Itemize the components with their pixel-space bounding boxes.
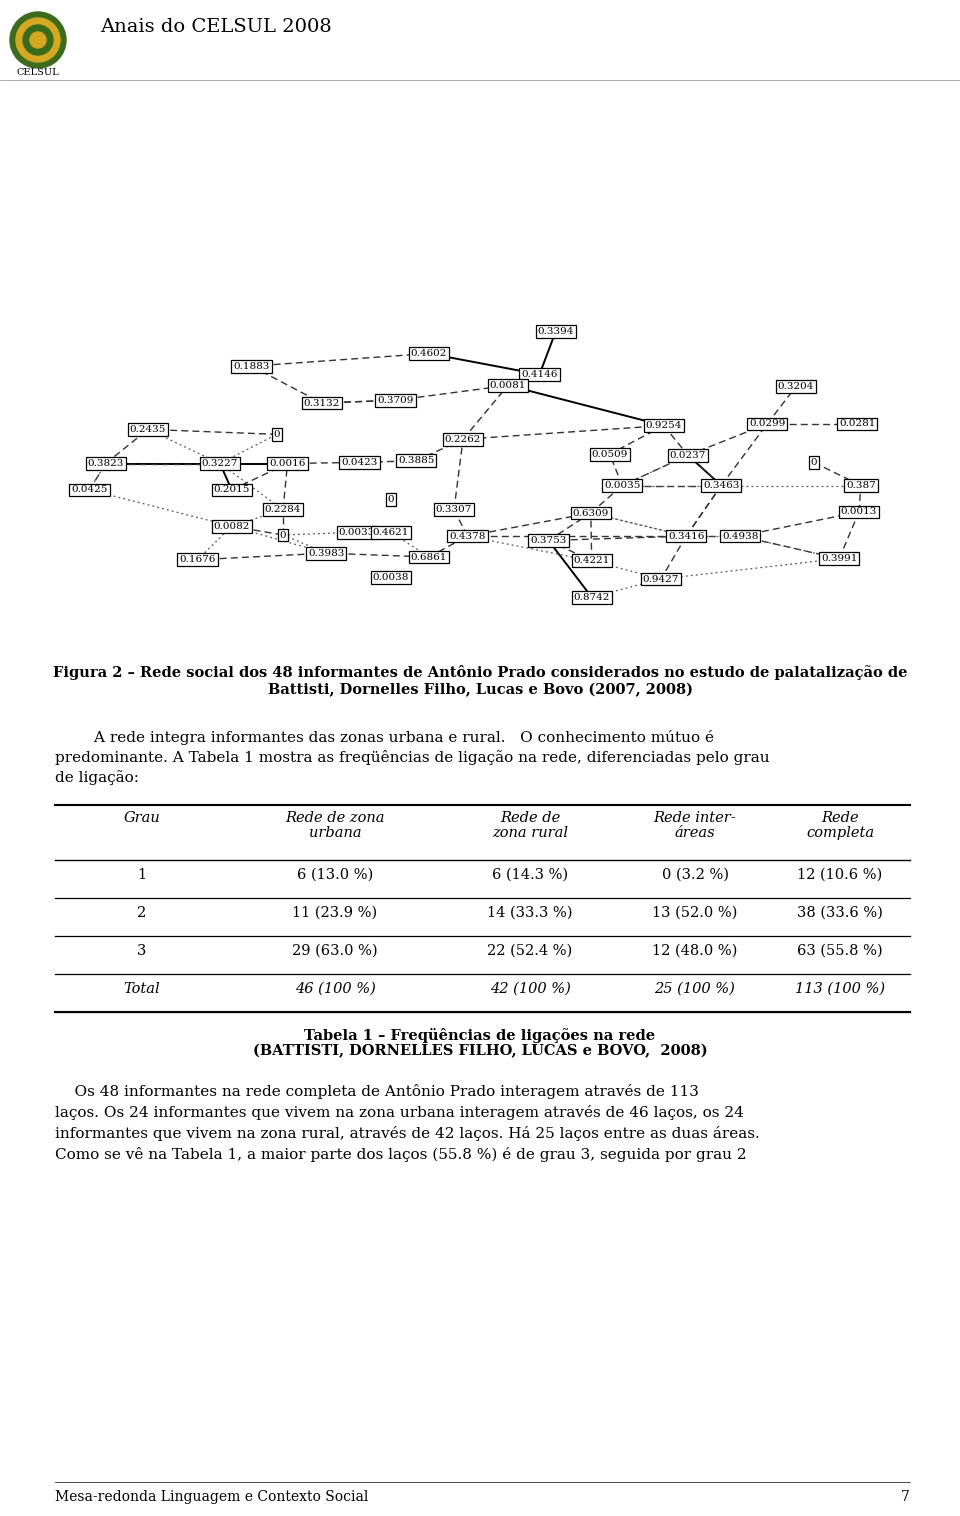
Text: (BATTISTI, DORNELLES FILHO, LUCAS e BOVO,  2008): (BATTISTI, DORNELLES FILHO, LUCAS e BOVO…: [252, 1045, 708, 1058]
Circle shape: [30, 32, 46, 49]
Text: 0.0299: 0.0299: [749, 420, 785, 429]
Text: 63 (55.8 %): 63 (55.8 %): [797, 944, 883, 958]
Text: A rede integra informantes das zonas urbana e rural.   O conhecimento mútuo é: A rede integra informantes das zonas urb…: [55, 731, 714, 744]
Text: 22 (52.4 %): 22 (52.4 %): [488, 944, 572, 958]
Text: 0.0509: 0.0509: [591, 450, 628, 459]
Circle shape: [16, 18, 60, 62]
Text: 46 (100 %): 46 (100 %): [295, 982, 375, 996]
Text: 0.9427: 0.9427: [643, 575, 679, 584]
Text: 0.3307: 0.3307: [436, 505, 472, 514]
Text: Rede de zona: Rede de zona: [285, 811, 385, 825]
Text: áreas: áreas: [675, 826, 715, 840]
Text: 13 (52.0 %): 13 (52.0 %): [652, 907, 737, 920]
Text: 0.2262: 0.2262: [444, 435, 481, 444]
Text: Mesa-redonda Linguagem e Contexto Social: Mesa-redonda Linguagem e Contexto Social: [55, 1490, 369, 1504]
Text: laços. Os 24 informantes que vivem na zona urbana interagem através de 46 laços,: laços. Os 24 informantes que vivem na zo…: [55, 1105, 744, 1120]
Text: 6 (13.0 %): 6 (13.0 %): [297, 869, 373, 882]
Text: 0: 0: [279, 531, 286, 540]
Text: 0.4221: 0.4221: [573, 556, 610, 565]
Text: 0.0423: 0.0423: [342, 458, 377, 467]
Text: 0.1883: 0.1883: [233, 362, 270, 370]
Text: 0.3991: 0.3991: [821, 555, 857, 562]
Text: Figura 2 – Rede social dos 48 informantes de Antônio Prado considerados no estud: Figura 2 – Rede social dos 48 informante…: [53, 666, 907, 681]
Text: Rede inter-: Rede inter-: [654, 811, 736, 825]
Text: 0.3204: 0.3204: [778, 382, 814, 391]
Text: 0 (3.2 %): 0 (3.2 %): [661, 869, 729, 882]
Text: 29 (63.0 %): 29 (63.0 %): [292, 944, 378, 958]
Text: 0.3885: 0.3885: [398, 456, 434, 465]
Text: 0.8742: 0.8742: [573, 593, 610, 602]
Text: 3: 3: [137, 944, 147, 958]
Text: Como se vê na Tabela 1, a maior parte dos laços (55.8 %) é de grau 3, seguida po: Como se vê na Tabela 1, a maior parte do…: [55, 1148, 747, 1163]
Text: urbana: urbana: [309, 826, 361, 840]
Text: 0.0281: 0.0281: [839, 420, 876, 429]
Text: Tabela 1 – Freqüências de ligações na rede: Tabela 1 – Freqüências de ligações na re…: [304, 1028, 656, 1043]
Text: 0.387: 0.387: [846, 481, 876, 490]
Text: 0.0013: 0.0013: [841, 508, 877, 517]
Text: 0.4146: 0.4146: [521, 370, 558, 379]
Text: 0.3132: 0.3132: [303, 399, 340, 408]
Text: 0.0237: 0.0237: [670, 450, 707, 459]
Text: 0: 0: [274, 431, 280, 438]
Text: 0.0038: 0.0038: [372, 573, 409, 582]
Text: 6 (14.3 %): 6 (14.3 %): [492, 869, 568, 882]
Text: Rede de: Rede de: [500, 811, 560, 825]
Text: 0: 0: [388, 496, 395, 505]
Text: Total: Total: [124, 982, 160, 996]
Text: 0.1676: 0.1676: [180, 555, 216, 564]
Text: 0.0035: 0.0035: [604, 481, 640, 490]
Text: 0.0425: 0.0425: [71, 485, 108, 494]
Text: 0.4621: 0.4621: [372, 528, 409, 537]
Text: 1: 1: [137, 869, 147, 882]
Text: 0.4938: 0.4938: [722, 532, 758, 541]
Text: 0.6861: 0.6861: [411, 552, 447, 561]
Text: 0.4378: 0.4378: [449, 532, 486, 541]
Text: 0.0016: 0.0016: [270, 459, 305, 468]
Text: Os 48 informantes na rede completa de Antônio Prado interagem através de 113: Os 48 informantes na rede completa de An…: [55, 1084, 699, 1099]
Text: 12 (48.0 %): 12 (48.0 %): [652, 944, 737, 958]
Text: Rede: Rede: [821, 811, 859, 825]
Text: 0.4602: 0.4602: [411, 349, 447, 358]
Text: completa: completa: [806, 826, 874, 840]
Text: 0.6309: 0.6309: [572, 508, 609, 517]
Text: 113 (100 %): 113 (100 %): [795, 982, 885, 996]
Text: Grau: Grau: [124, 811, 160, 825]
Text: zona rural: zona rural: [492, 826, 568, 840]
Text: informantes que vivem na zona rural, através de 42 laços. Há 25 laços entre as d: informantes que vivem na zona rural, atr…: [55, 1126, 759, 1142]
Text: 0.0081: 0.0081: [490, 381, 526, 390]
Text: 0.3823: 0.3823: [87, 459, 124, 468]
Text: 0.2435: 0.2435: [130, 424, 166, 434]
Text: 0: 0: [810, 458, 817, 467]
Circle shape: [23, 24, 53, 55]
Text: 42 (100 %): 42 (100 %): [490, 982, 570, 996]
Text: Battisti, Dornelles Filho, Lucas e Bovo (2007, 2008): Battisti, Dornelles Filho, Lucas e Bovo …: [268, 684, 692, 697]
Text: 14 (33.3 %): 14 (33.3 %): [488, 907, 573, 920]
Text: 12 (10.6 %): 12 (10.6 %): [798, 869, 882, 882]
Text: 0.0082: 0.0082: [213, 522, 250, 531]
Text: 0.3753: 0.3753: [530, 537, 566, 544]
Text: 0.3416: 0.3416: [668, 532, 705, 541]
Text: 0.0033: 0.0033: [339, 528, 375, 537]
Text: 38 (33.6 %): 38 (33.6 %): [797, 907, 883, 920]
Text: 11 (23.9 %): 11 (23.9 %): [293, 907, 377, 920]
Text: 7: 7: [901, 1490, 910, 1504]
Text: 0.9254: 0.9254: [645, 421, 682, 431]
Text: 2: 2: [137, 907, 147, 920]
Text: 0.3983: 0.3983: [308, 549, 345, 558]
Text: 0.3463: 0.3463: [703, 481, 739, 490]
Text: de ligação:: de ligação:: [55, 770, 139, 785]
Text: 0.3709: 0.3709: [377, 396, 414, 405]
Text: CELSUL: CELSUL: [16, 68, 60, 77]
Text: 25 (100 %): 25 (100 %): [655, 982, 735, 996]
Text: 0.3227: 0.3227: [202, 459, 238, 468]
Circle shape: [10, 12, 66, 68]
Text: 0.2284: 0.2284: [265, 505, 301, 514]
Text: 0.2015: 0.2015: [213, 485, 250, 494]
Text: predominante. A Tabela 1 mostra as freqüências de ligação na rede, diferenciadas: predominante. A Tabela 1 mostra as freqü…: [55, 750, 770, 766]
Text: Anais do CELSUL 2008: Anais do CELSUL 2008: [100, 18, 332, 36]
Text: 0.3394: 0.3394: [538, 327, 574, 337]
